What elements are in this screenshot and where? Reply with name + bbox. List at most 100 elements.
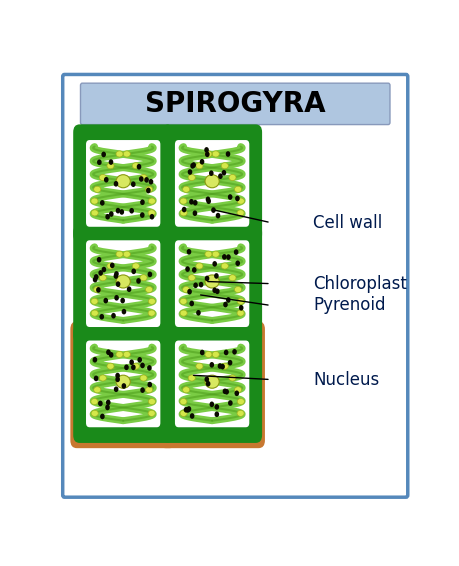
Circle shape [98,401,103,406]
Ellipse shape [132,263,140,269]
FancyBboxPatch shape [175,241,249,327]
Circle shape [114,271,119,277]
Circle shape [205,152,210,157]
Circle shape [122,383,126,389]
Circle shape [114,295,119,301]
Circle shape [235,391,239,396]
Circle shape [209,362,214,368]
Circle shape [209,170,213,176]
FancyBboxPatch shape [73,325,173,443]
Circle shape [106,349,111,355]
Ellipse shape [229,275,236,281]
Ellipse shape [212,151,219,157]
Circle shape [189,199,194,204]
Circle shape [147,381,152,387]
Circle shape [214,404,219,410]
Circle shape [226,297,230,303]
Text: Pyrenoid: Pyrenoid [313,297,386,315]
Circle shape [93,357,97,363]
Ellipse shape [183,286,190,293]
FancyBboxPatch shape [86,341,160,427]
Ellipse shape [221,162,228,169]
Circle shape [140,199,145,205]
Circle shape [150,214,154,220]
Ellipse shape [140,174,147,181]
Circle shape [140,363,145,368]
FancyBboxPatch shape [163,230,172,337]
Ellipse shape [148,310,155,316]
Circle shape [222,170,226,175]
Circle shape [214,411,219,417]
Ellipse shape [146,286,153,293]
FancyBboxPatch shape [78,228,257,239]
Circle shape [184,407,188,413]
Ellipse shape [148,398,156,405]
Circle shape [100,314,104,320]
Circle shape [190,163,195,169]
Ellipse shape [235,186,241,192]
Circle shape [218,363,222,369]
Circle shape [149,179,153,185]
Circle shape [190,413,195,419]
Ellipse shape [99,275,106,281]
Text: Chloroplast: Chloroplast [313,275,408,293]
Ellipse shape [123,151,130,157]
Circle shape [196,310,201,316]
Circle shape [200,350,205,355]
Ellipse shape [188,174,195,181]
Ellipse shape [205,351,212,358]
Ellipse shape [196,162,203,169]
Ellipse shape [188,375,195,381]
Ellipse shape [116,275,130,288]
Circle shape [98,270,103,276]
Ellipse shape [123,251,130,257]
Circle shape [235,260,240,266]
Ellipse shape [91,410,98,417]
Circle shape [137,164,141,170]
Ellipse shape [148,298,156,305]
Circle shape [222,254,227,260]
Circle shape [116,208,120,213]
Circle shape [193,200,197,205]
Circle shape [96,287,101,293]
Circle shape [148,272,152,277]
Circle shape [100,200,105,205]
Circle shape [185,407,190,413]
Circle shape [113,273,118,279]
Ellipse shape [146,387,153,393]
Circle shape [111,313,116,319]
Circle shape [206,381,210,387]
Circle shape [199,282,203,288]
Circle shape [224,350,229,355]
Circle shape [224,389,229,395]
Text: Cell wall: Cell wall [313,213,383,231]
Circle shape [103,298,108,303]
Circle shape [193,211,197,216]
Ellipse shape [148,210,155,216]
Ellipse shape [221,363,228,369]
Circle shape [187,249,191,255]
FancyBboxPatch shape [86,241,160,327]
Ellipse shape [205,151,212,157]
Ellipse shape [99,375,106,381]
Circle shape [206,196,210,202]
Ellipse shape [107,363,114,369]
Ellipse shape [132,162,140,169]
Ellipse shape [205,375,219,388]
FancyBboxPatch shape [86,140,160,227]
Circle shape [131,268,136,274]
Circle shape [109,352,113,358]
Circle shape [101,267,106,272]
Circle shape [97,160,101,165]
Ellipse shape [229,375,236,381]
FancyBboxPatch shape [162,325,262,443]
Circle shape [116,281,120,287]
Circle shape [205,276,209,281]
Circle shape [122,309,126,315]
Circle shape [191,162,196,168]
Circle shape [187,406,191,412]
Circle shape [209,401,214,407]
Ellipse shape [237,410,244,417]
Circle shape [214,273,219,279]
Circle shape [226,254,231,260]
